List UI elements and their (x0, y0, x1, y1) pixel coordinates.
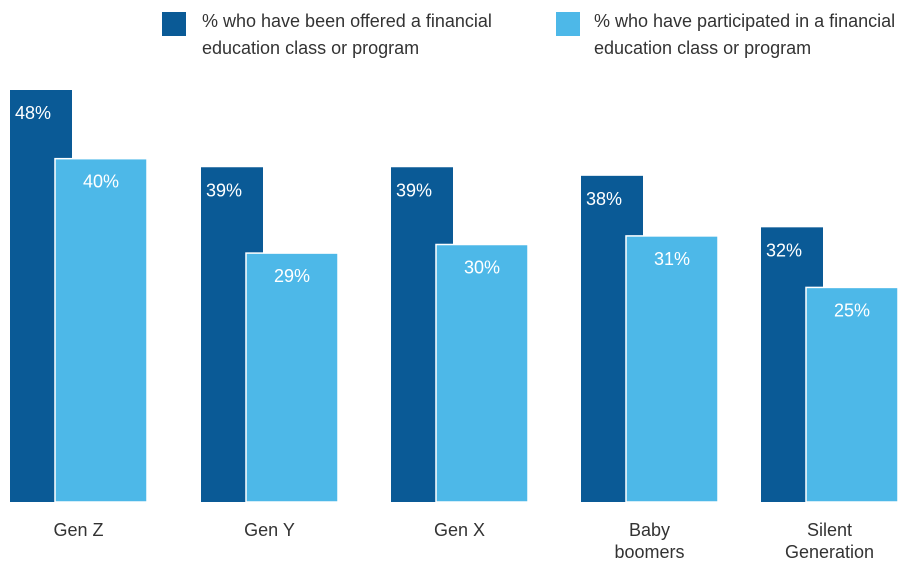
bar-series-2-cat-1 (54, 157, 148, 503)
data-label-series-1-cat-1: 48% (15, 103, 51, 123)
category-label-5: Generation (785, 542, 874, 562)
bars (10, 90, 899, 503)
legend-label-series-2: % who have participated in a financial (594, 11, 895, 31)
bar-series-2-cat-5 (805, 286, 899, 503)
data-label-series-2-cat-5: 25% (834, 300, 870, 320)
category-label-5: Silent (807, 520, 852, 540)
category-label-1: Gen Z (53, 520, 103, 540)
bar-series-2-cat-4 (625, 235, 719, 503)
legend-swatch-series-1 (162, 12, 186, 36)
data-label-series-2-cat-3: 30% (464, 258, 500, 278)
legend-label-series-1: education class or program (202, 38, 419, 58)
data-label-series-2-cat-4: 31% (654, 249, 690, 269)
data-label-series-1-cat-4: 38% (586, 189, 622, 209)
category-label-4: Baby (629, 520, 670, 540)
legend-swatch-series-2 (556, 12, 580, 36)
data-label-series-1-cat-2: 39% (206, 180, 242, 200)
category-label-4: boomers (614, 542, 684, 562)
data-label-series-2-cat-1: 40% (83, 172, 119, 192)
legend-label-series-2: education class or program (594, 38, 811, 58)
legend: % who have been offered a financial educa… (162, 11, 895, 58)
legend-label-series-1: % who have been offered a financial (202, 11, 492, 31)
data-label-series-2-cat-2: 29% (274, 266, 310, 286)
data-label-series-1-cat-3: 39% (396, 180, 432, 200)
category-label-2: Gen Y (244, 520, 295, 540)
bar-series-2-cat-2 (245, 252, 339, 503)
value-labels: 48% 39% 39% 38% 32% 40% 29% 30% 31% 25% (15, 103, 870, 320)
data-label-series-1-cat-5: 32% (766, 240, 802, 260)
category-label-3: Gen X (434, 520, 485, 540)
bar-series-2-cat-3 (435, 243, 529, 503)
